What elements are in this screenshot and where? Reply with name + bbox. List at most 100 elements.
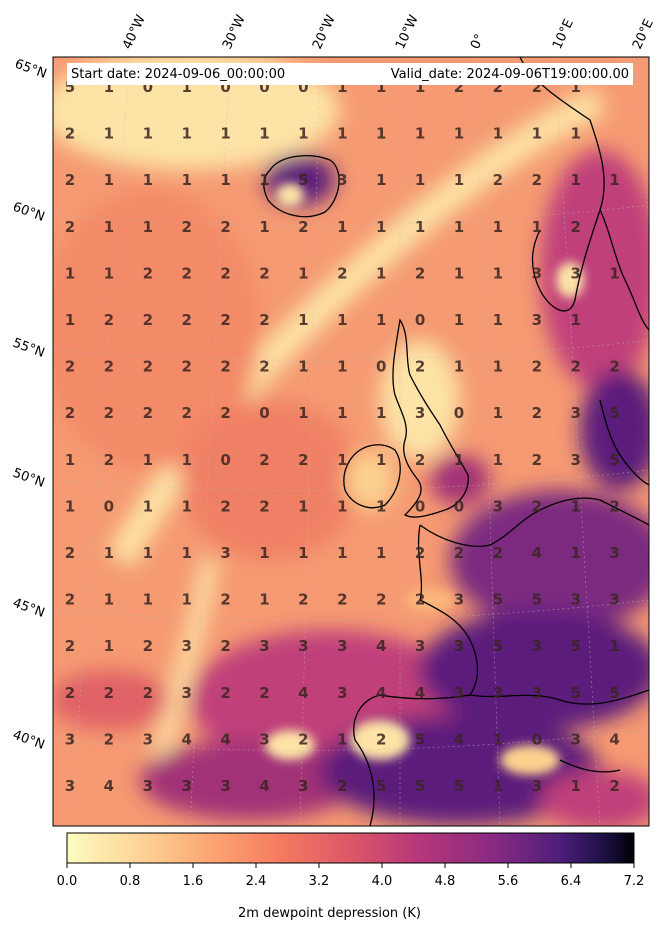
grid-value: 2 — [181, 404, 191, 422]
grid-value: 1 — [65, 311, 75, 329]
lat-label: 40°N — [11, 728, 47, 753]
lon-label: 0° — [468, 32, 488, 52]
grid-value: 2 — [181, 358, 191, 376]
grid-value: 1 — [259, 218, 269, 236]
grid-value: 4 — [259, 777, 269, 795]
grid-value: 2 — [376, 591, 386, 609]
forecast-info-box: Start date: 2024-09-06_00:00:00 Valid_da… — [67, 63, 633, 85]
grid-value: 3 — [493, 684, 503, 702]
grid-value: 3 — [181, 777, 191, 795]
grid-value: 2 — [65, 591, 75, 609]
grid-value: 3 — [570, 451, 580, 469]
grid-value: 2 — [259, 684, 269, 702]
grid-value: 2 — [570, 358, 580, 376]
colorbar: 0.0 0.8 1.6 2.4 3.2 4.0 4.8 5.6 6.4 7.2 — [57, 832, 644, 889]
grid-value: 2 — [532, 358, 542, 376]
grid-value: 0 — [143, 78, 153, 96]
grid-value: 3 — [259, 730, 269, 748]
grid-value: 1 — [415, 218, 425, 236]
grid-value: 2 — [65, 358, 75, 376]
grid-value: 1 — [181, 78, 191, 96]
grid-value: 0 — [259, 404, 269, 422]
grid-value: 3 — [532, 637, 542, 655]
grid-value: 0 — [259, 78, 269, 96]
grid-value: 1 — [104, 544, 114, 562]
colorbar-tick-label: 1.6 — [183, 874, 204, 889]
grid-value: 1 — [337, 218, 347, 236]
grid-value: 1 — [454, 358, 464, 376]
grid-value: 2 — [220, 404, 230, 422]
grid-value: 2 — [259, 497, 269, 515]
grid-value: 3 — [143, 730, 153, 748]
grid-value: 1 — [376, 544, 386, 562]
grid-value: 2 — [104, 684, 114, 702]
grid-value: 1 — [376, 171, 386, 189]
colorbar-ticks: 0.0 0.8 1.6 2.4 3.2 4.0 4.8 5.6 6.4 7.2 — [57, 863, 644, 889]
grid-value: 4 — [609, 730, 619, 748]
grid-value: 3 — [570, 404, 580, 422]
grid-value: 5 — [415, 730, 425, 748]
grid-value: 1 — [143, 218, 153, 236]
grid-value: 2 — [65, 684, 75, 702]
grid-value: 1 — [143, 125, 153, 143]
grid-value: 5 — [532, 591, 542, 609]
grid-value: 2 — [298, 218, 308, 236]
grid-value: 3 — [532, 684, 542, 702]
grid-value: 1 — [376, 311, 386, 329]
grid-value: 3 — [570, 730, 580, 748]
grid-value: 1 — [609, 264, 619, 282]
grid-value: 1 — [181, 171, 191, 189]
grid-value: 2 — [415, 591, 425, 609]
grid-value: 1 — [454, 311, 464, 329]
grid-value: 2 — [532, 78, 542, 96]
grid-value: 1 — [337, 497, 347, 515]
grid-value: 3 — [337, 637, 347, 655]
grid-value: 1 — [570, 777, 580, 795]
grid-value: 0 — [220, 451, 230, 469]
grid-value: 1 — [609, 171, 619, 189]
grid-value: 1 — [298, 358, 308, 376]
grid-value: 1 — [143, 171, 153, 189]
grid-value: 1 — [337, 730, 347, 748]
grid-value: 3 — [570, 264, 580, 282]
grid-value: 2 — [143, 637, 153, 655]
grid-value: 1 — [376, 451, 386, 469]
grid-value: 3 — [532, 264, 542, 282]
grid-value: 3 — [143, 777, 153, 795]
grid-value: 1 — [298, 125, 308, 143]
grid-value: 2 — [493, 544, 503, 562]
grid-value: 1 — [493, 264, 503, 282]
grid-value: 2 — [298, 591, 308, 609]
grid-value: 1 — [104, 637, 114, 655]
grid-value: 5 — [570, 637, 580, 655]
grid-value: 2 — [259, 358, 269, 376]
grid-value: 4 — [454, 730, 464, 748]
grid-value: 3 — [298, 637, 308, 655]
grid-value: 1 — [181, 497, 191, 515]
grid-value: 2 — [609, 497, 619, 515]
dewpoint-field: 5 1 0 1 0 0 0 1 1 1 2 2 2 1 2 1 1 1 1 1 1 1 1 1 1 1 1 1 2 1 1 1 1 1 5 3 1 1 1 2… — [53, 57, 649, 826]
grid-value: 2 — [337, 777, 347, 795]
grid-value: 2 — [220, 497, 230, 515]
lat-label: 65°N — [13, 57, 49, 82]
grid-value: 2 — [532, 497, 542, 515]
grid-value: 1 — [570, 544, 580, 562]
dewpoint-value-grid: 5 1 0 1 0 0 0 1 1 1 2 2 2 1 2 1 1 1 1 1 1 1 1 1 1 1 1 1 2 1 1 1 1 1 5 3 1 1 1 2… — [65, 78, 620, 795]
grid-value: 2 — [181, 311, 191, 329]
grid-value: 1 — [493, 218, 503, 236]
grid-value: 3 — [220, 544, 230, 562]
grid-value: 2 — [65, 404, 75, 422]
grid-value: 2 — [532, 171, 542, 189]
grid-value: 0 — [104, 497, 114, 515]
grid-value: 2 — [415, 544, 425, 562]
grid-value: 1 — [104, 78, 114, 96]
grid-value: 3 — [337, 684, 347, 702]
grid-value: 1 — [104, 171, 114, 189]
grid-value: 1 — [493, 358, 503, 376]
grid-value: 1 — [493, 404, 503, 422]
latitude-labels: 65°N 60°N 55°N 50°N 45°N 40°N — [11, 57, 49, 753]
grid-value: 1 — [493, 730, 503, 748]
grid-value: 3 — [220, 777, 230, 795]
grid-value: 2 — [65, 637, 75, 655]
grid-value: 1 — [104, 591, 114, 609]
